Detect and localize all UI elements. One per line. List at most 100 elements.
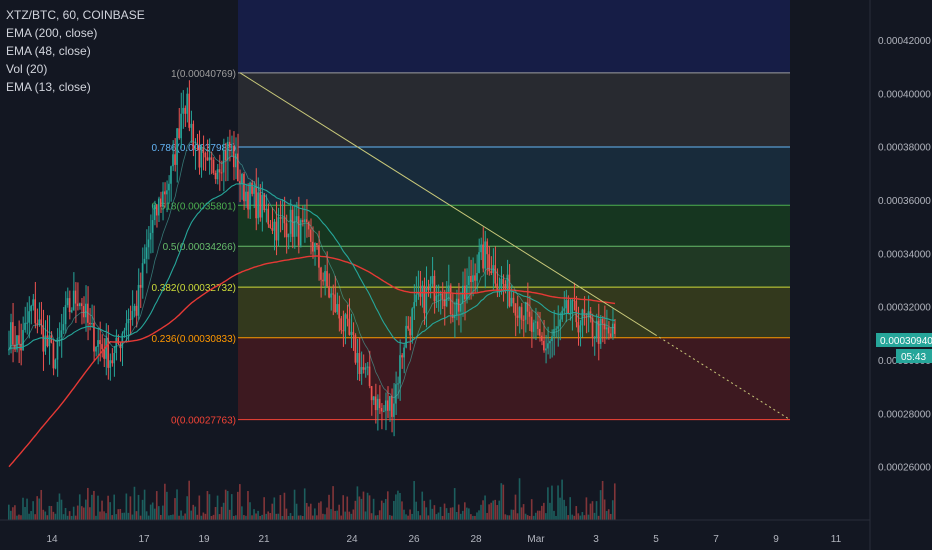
volume-bar: [530, 499, 533, 520]
candle-body: [107, 338, 109, 368]
candle-body: [534, 321, 537, 323]
candle-body: [536, 321, 539, 329]
volume-bar: [565, 506, 567, 520]
candle-body: [38, 319, 41, 325]
candle-body: [541, 335, 543, 341]
candle-body: [577, 322, 580, 333]
volume-bar: [275, 513, 278, 520]
volume-bar: [397, 490, 399, 520]
candle-body: [611, 323, 614, 337]
legend-symbol[interactable]: XTZ/BTC, 60, COINBASE: [6, 8, 145, 22]
volume-bar: [389, 515, 391, 520]
volume-bar: [587, 514, 590, 520]
volume-bar: [76, 505, 79, 520]
candle-body: [512, 297, 515, 304]
candle-body: [204, 152, 207, 158]
volume-bar: [488, 504, 490, 520]
volume-bar: [356, 486, 359, 520]
candle-body: [174, 154, 176, 165]
candle-body: [366, 366, 369, 368]
volume-bar: [22, 497, 24, 520]
candle-body: [32, 299, 34, 306]
legend-ema-13[interactable]: EMA (13, close): [6, 80, 91, 94]
candle-body: [135, 305, 138, 316]
candle-body: [265, 208, 268, 211]
candle-body: [80, 303, 83, 307]
candle-body: [559, 319, 561, 327]
legend-volume[interactable]: Vol (20): [6, 62, 48, 76]
volume-bar: [198, 495, 201, 520]
volume-bar: [490, 502, 492, 520]
candle-body: [8, 349, 10, 351]
candle-body: [567, 300, 569, 314]
volume-bar: [510, 509, 513, 520]
candle-body: [16, 335, 18, 350]
volume-bar: [583, 515, 586, 520]
trendline[interactable]: [239, 72, 791, 421]
candle-body: [455, 298, 458, 315]
legend-ema-200[interactable]: EMA (200, close): [6, 26, 98, 40]
candle-body: [230, 145, 233, 148]
volume-bar: [603, 499, 606, 520]
x-tick-label: 14: [46, 534, 58, 545]
candle-body: [330, 293, 332, 298]
volume-bar: [534, 512, 537, 520]
ema-13-line: [8, 140, 616, 399]
volume-bar: [338, 504, 340, 520]
volume-bar: [386, 491, 389, 520]
candle-body: [573, 300, 576, 302]
candle-body: [334, 294, 336, 312]
last-price-label: 0.00030940 05:43: [876, 333, 932, 363]
volume-bar: [218, 514, 221, 520]
candle-body: [30, 305, 32, 312]
volume-bar: [307, 506, 310, 520]
volume-bar: [117, 509, 120, 520]
volume-bar: [395, 494, 397, 520]
volume-bar: [30, 511, 32, 520]
volume-bar: [421, 491, 424, 520]
volume-bar: [437, 512, 440, 520]
volume-bar: [200, 515, 203, 520]
candle-body: [162, 191, 164, 207]
candle-body: [305, 219, 308, 222]
volume-bar: [91, 494, 93, 520]
candle-body: [196, 148, 199, 150]
volume-bar: [147, 515, 150, 520]
candle-body: [609, 333, 612, 337]
candle-body: [589, 311, 592, 319]
candle-body: [391, 396, 393, 417]
volume-bar: [210, 515, 213, 520]
volume-bar: [470, 514, 472, 520]
candle-body: [212, 159, 215, 173]
fib-level-label: 0.236(0.00030833): [151, 334, 236, 345]
candle-body: [549, 341, 551, 344]
legend-ema-48[interactable]: EMA (48, close): [6, 44, 91, 58]
candle-body: [532, 322, 535, 332]
fib-zone: [238, 205, 790, 247]
volume-bar: [273, 497, 276, 520]
volume-bar: [283, 492, 286, 520]
candle-body: [328, 286, 330, 298]
candle-body: [472, 275, 474, 283]
x-tick-label: 24: [346, 534, 358, 545]
candle-body: [220, 172, 223, 174]
fibonacci-retracement[interactable]: 1(0.00040769)0.786(0.00037986)0.618(0.00…: [151, 0, 790, 427]
candle-body: [269, 224, 272, 229]
candle-body: [358, 353, 361, 374]
volume-bar: [99, 511, 101, 520]
candle-body: [180, 113, 182, 139]
volume-bar: [82, 507, 85, 520]
volume-bar: [334, 510, 336, 520]
x-tick-label: 17: [138, 534, 150, 545]
bar-countdown: 05:43: [901, 352, 926, 363]
candle-body: [320, 267, 322, 280]
candle-body: [504, 284, 507, 289]
volume-bar: [518, 478, 521, 520]
volume-bar: [589, 503, 592, 520]
volume-bar: [411, 513, 413, 520]
volume-bar: [492, 500, 494, 520]
volume-bar: [340, 515, 342, 520]
volume-bar: [291, 515, 294, 520]
volume-bar: [54, 513, 57, 520]
